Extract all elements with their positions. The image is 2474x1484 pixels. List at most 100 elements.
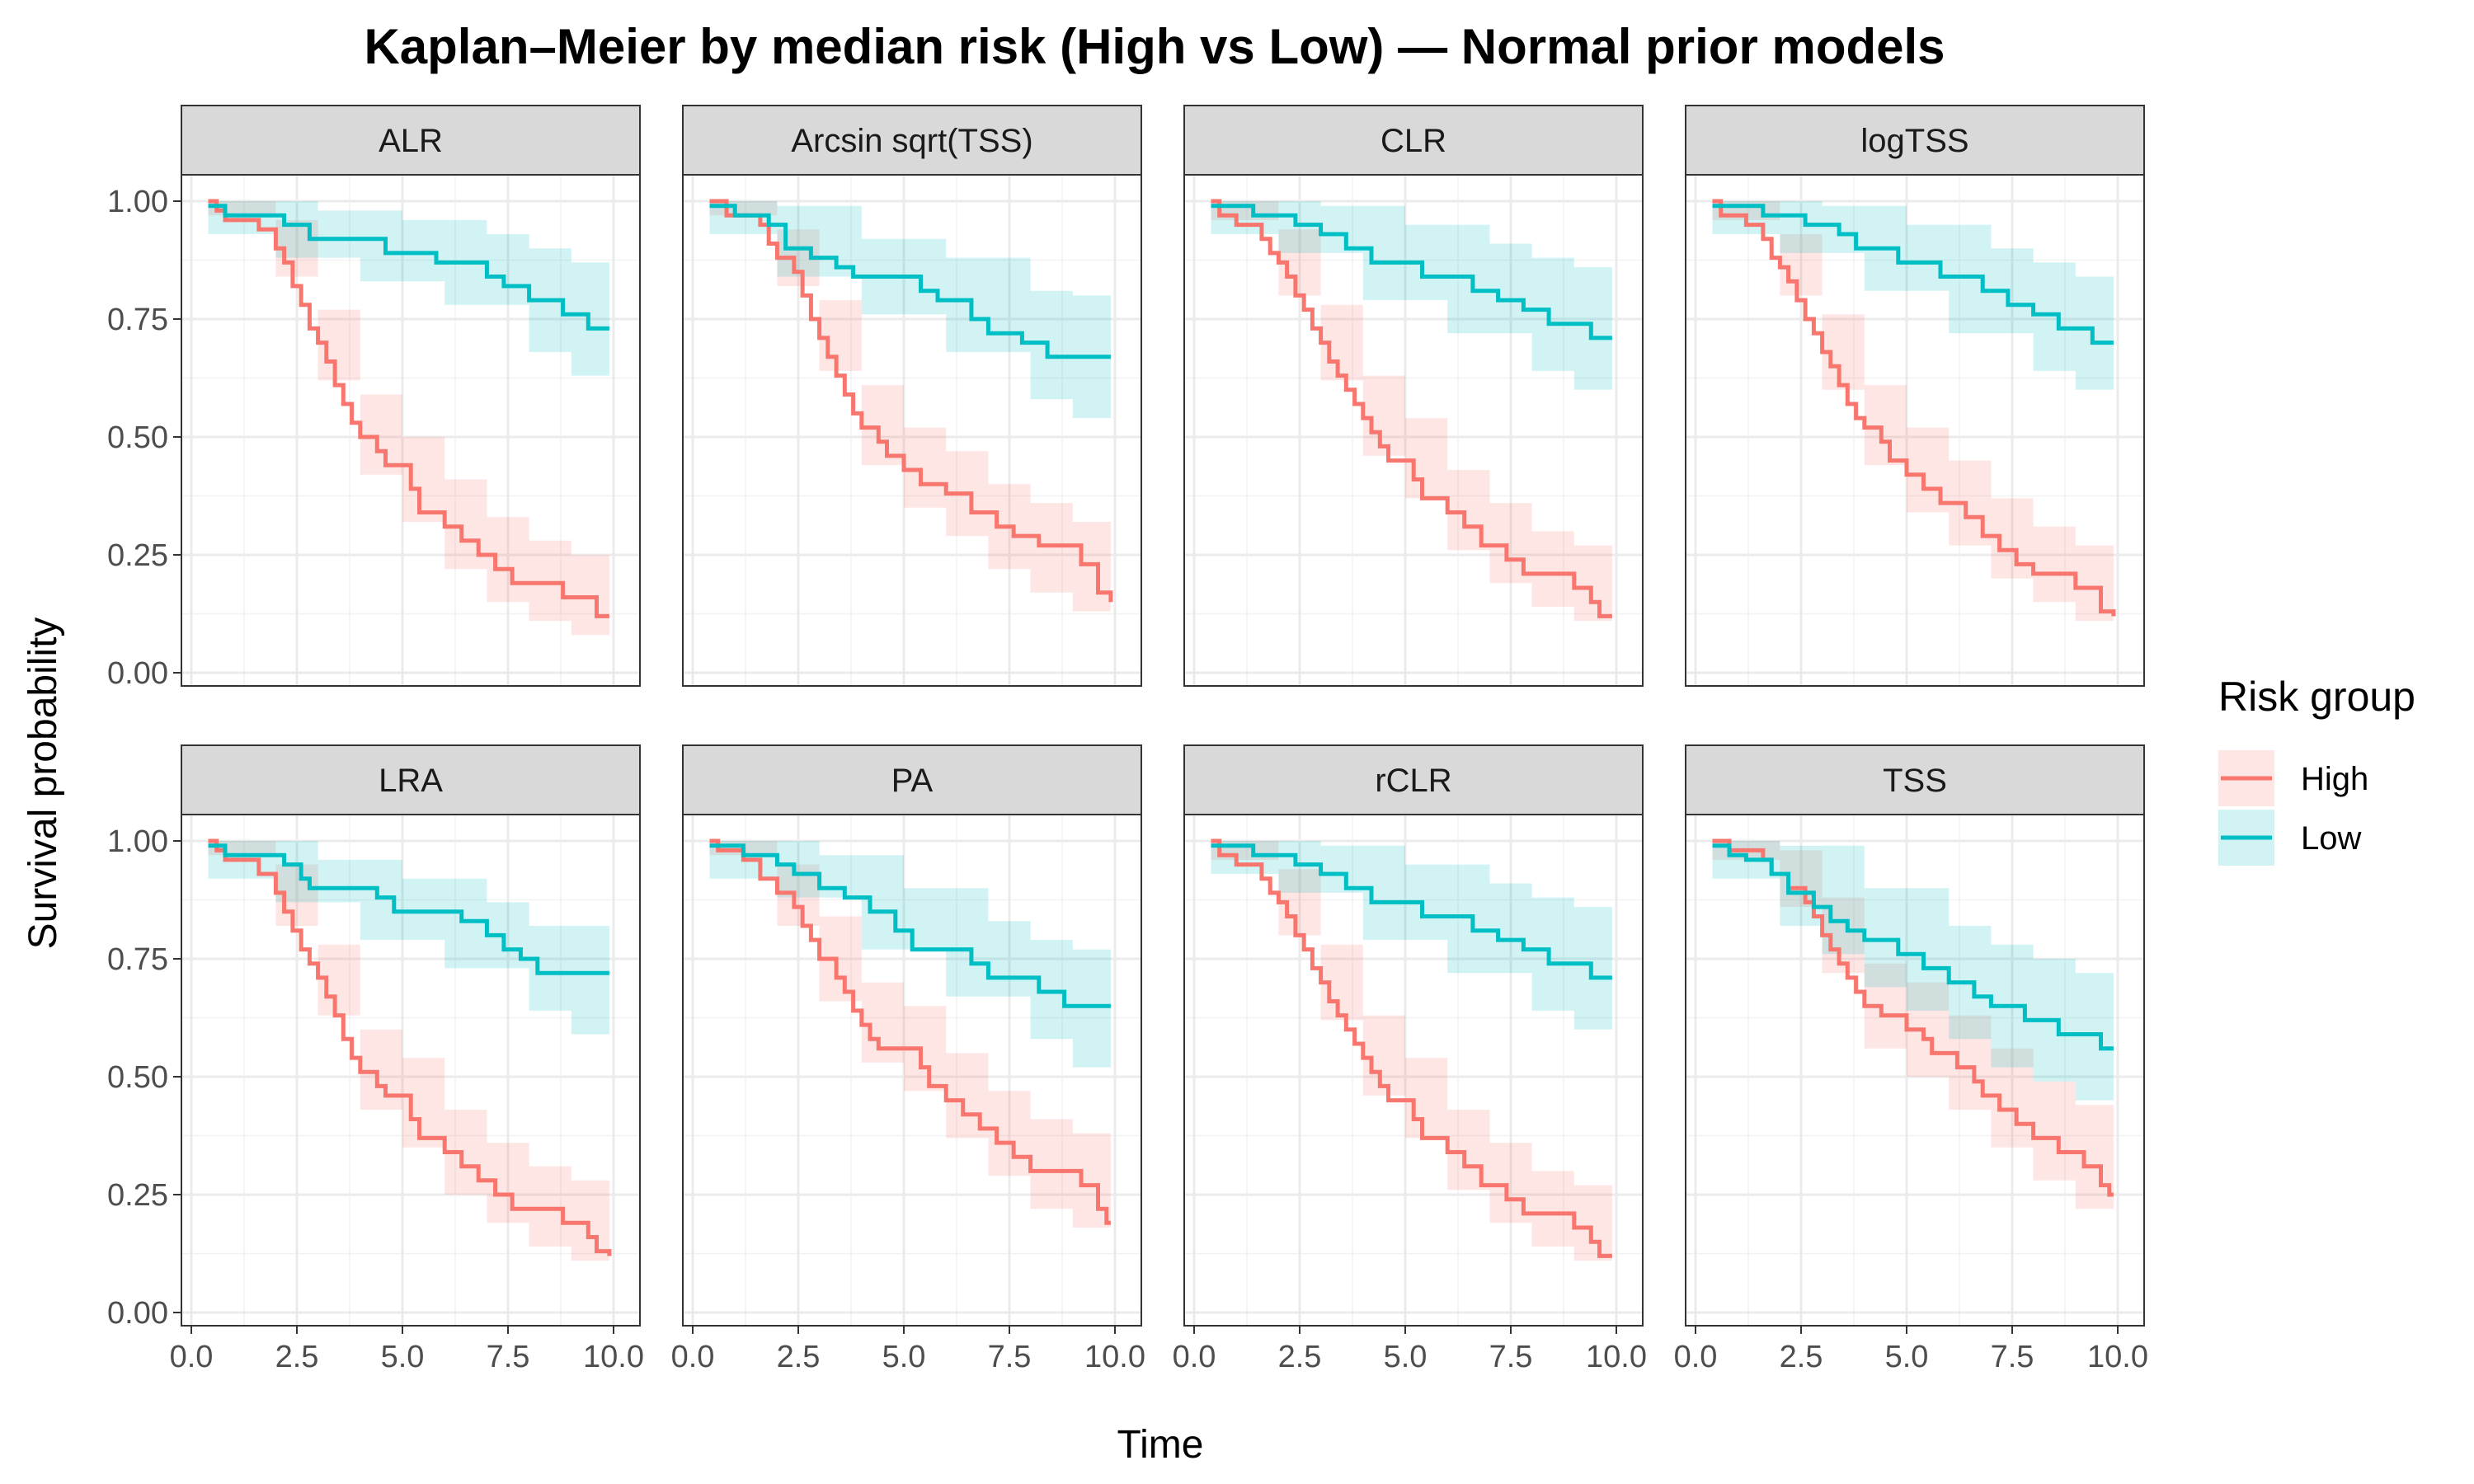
y-tick-label: 0.25 bbox=[107, 538, 168, 573]
panel-rclr: rCLR 0.0 2.5 5.0 7.5 10.0 bbox=[1173, 744, 1647, 1374]
survival-line-low bbox=[1211, 204, 1612, 340]
legend-label: Low bbox=[2301, 820, 2361, 857]
legend-item-low: Low bbox=[2218, 810, 2361, 866]
legend-title: Risk group bbox=[2218, 674, 2415, 720]
ci-band-low bbox=[208, 201, 609, 395]
strip-label: LRA bbox=[379, 763, 443, 799]
ci-band-high bbox=[208, 841, 609, 1289]
x-tick-label: 5.0 bbox=[1384, 1340, 1427, 1374]
gridlines bbox=[1686, 815, 2144, 1326]
survival-line-high bbox=[208, 199, 609, 618]
gridlines bbox=[683, 175, 1141, 686]
gridlines bbox=[181, 175, 640, 686]
x-tick-label: 7.5 bbox=[487, 1340, 530, 1374]
panel-border bbox=[1685, 174, 2145, 687]
survival-line-high bbox=[1712, 199, 2116, 617]
survival-line-high bbox=[709, 199, 1113, 603]
y-tick-label: 1.00 bbox=[107, 824, 168, 859]
panel-border bbox=[181, 174, 641, 687]
gridlines bbox=[1184, 815, 1643, 1326]
chart-title: Kaplan–Meier by median risk (High vs Low… bbox=[364, 19, 1945, 74]
strip-label: logTSS bbox=[1860, 123, 1968, 159]
ci-band-low bbox=[1712, 201, 2114, 409]
panel-border bbox=[181, 814, 641, 1327]
panel-border bbox=[1685, 814, 2145, 1327]
strip-label: PA bbox=[891, 763, 934, 799]
gridlines bbox=[181, 815, 640, 1326]
survival-line-low bbox=[1712, 843, 2114, 1051]
survival-line-low bbox=[1712, 204, 2114, 345]
strip-label: ALR bbox=[379, 123, 443, 159]
panel-pa: PA 0.0 2.5 5.0 7.5 10.0 bbox=[671, 744, 1145, 1374]
legend-item-high: High bbox=[2218, 750, 2368, 806]
strip-label: CLR bbox=[1380, 123, 1446, 159]
survival-line-high bbox=[1712, 838, 2114, 1197]
panel-tss: TSS 0.0 2.5 5.0 7.5 10.0 bbox=[1674, 744, 2148, 1374]
facet-panels: ALR 0.00 0.25 0.50 0.75 1.00 Arcsin sqrt(TSS) C… bbox=[107, 105, 2148, 1374]
x-tick-label: 2.5 bbox=[1780, 1340, 1823, 1374]
strip-background bbox=[1183, 105, 1644, 176]
x-tick-label: 2.5 bbox=[777, 1340, 821, 1374]
y-tick-label: 0.75 bbox=[107, 303, 168, 337]
x-tick-label: 0.0 bbox=[170, 1340, 214, 1374]
strip-background bbox=[181, 105, 641, 176]
ci-band-low bbox=[709, 841, 1111, 1068]
survival-line-high bbox=[709, 838, 1111, 1225]
x-tick-label: 10.0 bbox=[1084, 1340, 1145, 1374]
y-tick-label: 0.00 bbox=[107, 656, 168, 691]
strip-background bbox=[1685, 744, 2145, 815]
x-tick-label: 7.5 bbox=[1991, 1340, 2034, 1374]
strip-label: rCLR bbox=[1375, 763, 1451, 799]
strip-background bbox=[682, 744, 1142, 815]
survival-line-low bbox=[208, 204, 609, 331]
strip-background bbox=[181, 744, 641, 815]
strip-label: TSS bbox=[1883, 763, 1947, 799]
x-tick-label: 2.5 bbox=[1278, 1340, 1322, 1374]
x-tick-label: 10.0 bbox=[1586, 1340, 1647, 1374]
survival-line-low bbox=[1211, 843, 1612, 980]
panel-border bbox=[1183, 174, 1644, 687]
y-axis-title: Survival probability bbox=[21, 618, 65, 950]
x-tick-label: 0.0 bbox=[1674, 1340, 1718, 1374]
panel-border bbox=[682, 814, 1142, 1327]
panel-clr: CLR bbox=[1183, 105, 1644, 687]
gridlines bbox=[1184, 175, 1643, 686]
ci-band-high bbox=[208, 201, 609, 650]
panel-arcsin-sqrt-tss: Arcsin sqrt(TSS) bbox=[682, 105, 1142, 687]
x-tick-label: 0.0 bbox=[671, 1340, 715, 1374]
panel-alr: ALR 0.00 0.25 0.50 0.75 1.00 bbox=[107, 105, 641, 691]
survival-line-low bbox=[709, 204, 1111, 359]
x-tick-label: 0.0 bbox=[1173, 1340, 1216, 1374]
legend: Risk group High Low bbox=[2218, 674, 2415, 866]
x-tick-label: 5.0 bbox=[381, 1340, 425, 1374]
gridlines bbox=[683, 815, 1141, 1326]
survival-line-low bbox=[709, 843, 1111, 1008]
survival-line-high bbox=[1211, 199, 1612, 618]
x-tick-label: 7.5 bbox=[988, 1340, 1032, 1374]
y-tick-label: 0.50 bbox=[107, 1060, 168, 1095]
survival-line-high bbox=[208, 838, 612, 1256]
survival-line-low bbox=[208, 843, 609, 975]
ci-band-low bbox=[208, 841, 609, 1040]
strip-label: Arcsin sqrt(TSS) bbox=[791, 123, 1032, 159]
x-tick-label: 10.0 bbox=[2087, 1340, 2148, 1374]
panel-border bbox=[1183, 814, 1644, 1327]
y-tick-label: 0.00 bbox=[107, 1296, 168, 1331]
ci-band-high bbox=[1211, 201, 1612, 650]
gridlines bbox=[1686, 175, 2144, 686]
x-tick-label: 2.5 bbox=[275, 1340, 319, 1374]
x-tick-label: 10.0 bbox=[583, 1340, 644, 1374]
strip-background bbox=[1685, 105, 2145, 176]
ci-band-low bbox=[1211, 201, 1612, 404]
legend-label: High bbox=[2301, 761, 2368, 797]
y-tick-label: 0.25 bbox=[107, 1178, 168, 1213]
ci-band-low bbox=[1211, 841, 1612, 1044]
y-tick-label: 0.50 bbox=[107, 420, 168, 455]
ci-band-high bbox=[1712, 841, 2114, 1247]
ci-band-high bbox=[709, 201, 1111, 645]
panel-border bbox=[682, 174, 1142, 687]
y-tick-label: 0.75 bbox=[107, 942, 168, 977]
panel-logtss: logTSS bbox=[1685, 105, 2145, 687]
survival-line-high bbox=[1211, 838, 1612, 1258]
